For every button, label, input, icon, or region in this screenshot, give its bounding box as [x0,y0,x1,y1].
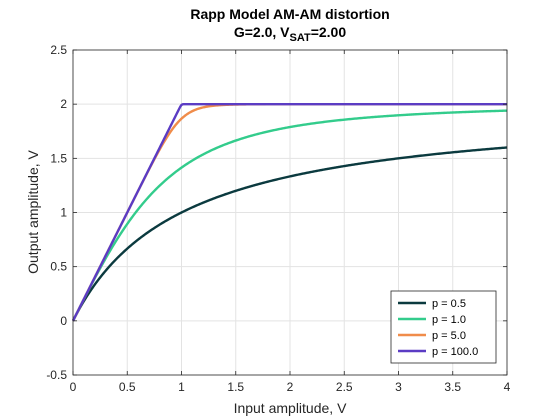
y-tick-label: 0.5 [50,260,67,274]
y-tick-label: 2 [60,97,67,111]
x-axis-label: Input amplitude, V [234,400,348,416]
x-tick-label: 1 [178,380,185,394]
y-axis-label: Output amplitude, V [25,149,41,273]
legend-entry: p = 100.0 [432,346,478,358]
x-tick-label: 3 [395,380,402,394]
subtitle-suffix: =2.00 [311,24,347,40]
subtitle-subscript: SAT [290,32,311,44]
subtitle-prefix: G=2.0, V [234,24,290,40]
legend-entry: p = 5.0 [432,330,466,342]
chart-subtitle: G=2.0, VSAT=2.00 [234,24,346,44]
series-line-p1 [71,109,508,322]
curves [71,102,508,322]
series-line-p100 [71,102,508,322]
x-tick-label: 0.5 [119,380,136,394]
legend-entry: p = 1.0 [432,314,466,326]
legend: p = 0.5 p = 1.0 p = 5.0 p = 100.0 [390,290,497,364]
x-tick-label: 3.5 [444,380,461,394]
legend-entry: p = 0.5 [432,298,466,310]
chart-title: Rapp Model AM-AM distortion [190,6,389,22]
series-line-p0_5 [71,146,508,322]
x-tick-label: 1.5 [227,380,244,394]
y-tick-label: 0 [60,314,67,328]
x-tick-label: 2 [287,380,294,394]
x-tick-label: 0 [70,380,77,394]
y-tick-label: 1 [60,206,67,220]
x-tick-label: 4 [504,380,511,394]
ticks: 0 0.5 1 1.5 2 2.5 3 3.5 4-0.500.511.522.5 [46,43,510,394]
y-tick-label: 2.5 [50,43,67,57]
y-tick-label: -0.5 [46,368,67,382]
x-tick-label: 2.5 [336,380,353,394]
y-tick-label: 1.5 [50,151,67,165]
